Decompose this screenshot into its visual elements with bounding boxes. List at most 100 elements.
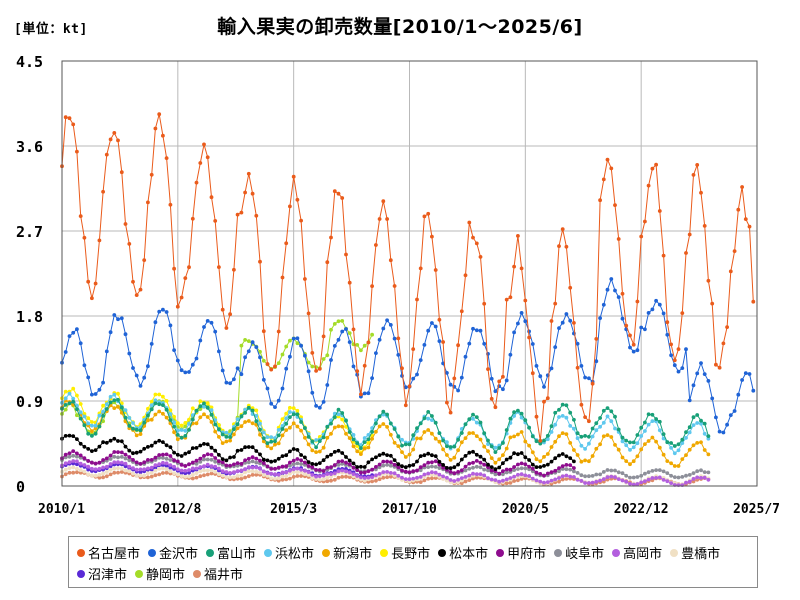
data-point xyxy=(93,281,98,286)
data-point xyxy=(347,458,352,463)
data-point xyxy=(624,438,629,443)
data-point xyxy=(112,454,117,459)
data-point xyxy=(220,457,225,461)
data-point xyxy=(534,364,539,368)
data-point xyxy=(273,364,277,369)
data-point xyxy=(568,318,573,323)
data-point xyxy=(314,450,318,454)
data-point xyxy=(228,435,233,439)
data-point xyxy=(639,425,644,430)
data-point xyxy=(459,481,464,486)
data-point xyxy=(209,405,214,410)
data-point xyxy=(168,418,173,422)
data-point xyxy=(646,477,651,482)
data-point xyxy=(246,349,251,354)
data-point xyxy=(680,457,685,461)
data-point xyxy=(542,438,546,443)
data-point xyxy=(672,444,677,448)
data-point xyxy=(374,473,378,478)
data-point xyxy=(467,220,472,225)
data-point xyxy=(489,376,494,381)
data-point xyxy=(82,363,87,368)
data-point xyxy=(183,464,188,468)
data-point xyxy=(396,434,401,439)
data-point xyxy=(119,316,124,321)
data-point xyxy=(553,468,558,473)
data-point xyxy=(288,204,292,209)
data-point xyxy=(527,425,531,430)
data-point xyxy=(332,189,337,194)
data-point xyxy=(75,459,79,464)
data-point xyxy=(445,371,449,375)
data-point xyxy=(101,440,105,445)
data-point xyxy=(482,473,487,478)
data-point xyxy=(400,464,404,469)
data-point xyxy=(482,457,487,462)
series-2 xyxy=(60,277,756,435)
data-point xyxy=(194,421,199,426)
data-point xyxy=(288,471,292,476)
data-point xyxy=(172,266,177,271)
legend-label: 名古屋市 xyxy=(88,547,141,562)
data-point xyxy=(198,399,203,404)
data-point xyxy=(643,420,647,425)
data-point xyxy=(452,455,457,460)
data-point xyxy=(661,436,666,441)
data-point xyxy=(594,421,599,426)
data-point xyxy=(239,210,244,215)
data-point xyxy=(299,343,303,348)
data-point xyxy=(138,473,143,478)
data-point xyxy=(467,417,472,421)
data-point xyxy=(340,319,345,323)
data-point xyxy=(433,459,438,464)
legend-label: 長野市 xyxy=(391,547,431,562)
data-point xyxy=(224,458,229,463)
data-point xyxy=(325,465,330,470)
data-point xyxy=(332,450,337,454)
data-point xyxy=(639,434,644,438)
data-point xyxy=(545,471,550,476)
data-point xyxy=(131,366,135,370)
data-point xyxy=(82,423,87,428)
data-point xyxy=(310,473,315,477)
data-point xyxy=(97,424,102,429)
data-point xyxy=(590,426,595,431)
data-point xyxy=(445,466,449,470)
data-point xyxy=(161,452,165,457)
data-point xyxy=(116,460,120,465)
data-point xyxy=(295,336,300,341)
data-point xyxy=(583,434,587,438)
data-point xyxy=(198,415,203,420)
data-point xyxy=(123,456,128,461)
data-point xyxy=(557,244,561,249)
data-point xyxy=(433,454,438,458)
data-point xyxy=(347,280,352,285)
data-point xyxy=(422,472,427,477)
data-point xyxy=(86,279,91,284)
data-point xyxy=(474,328,479,333)
data-point xyxy=(317,461,322,465)
data-point xyxy=(235,469,240,474)
data-point xyxy=(564,432,569,436)
series-line xyxy=(61,320,373,436)
data-point xyxy=(75,451,79,456)
data-point xyxy=(747,372,752,376)
data-point xyxy=(179,463,184,467)
data-point xyxy=(516,467,520,471)
data-point xyxy=(261,430,266,435)
data-point xyxy=(93,448,98,452)
data-point xyxy=(366,437,371,442)
data-point xyxy=(303,468,307,473)
data-point xyxy=(217,349,221,354)
series-14 xyxy=(60,470,711,487)
data-point xyxy=(530,371,535,376)
data-point xyxy=(71,386,76,391)
data-point xyxy=(175,421,180,425)
data-point xyxy=(400,437,404,442)
data-point xyxy=(228,438,233,443)
data-point xyxy=(601,302,606,307)
data-point xyxy=(123,415,128,420)
data-point xyxy=(467,431,472,436)
data-point xyxy=(265,471,270,475)
data-point xyxy=(314,474,318,479)
